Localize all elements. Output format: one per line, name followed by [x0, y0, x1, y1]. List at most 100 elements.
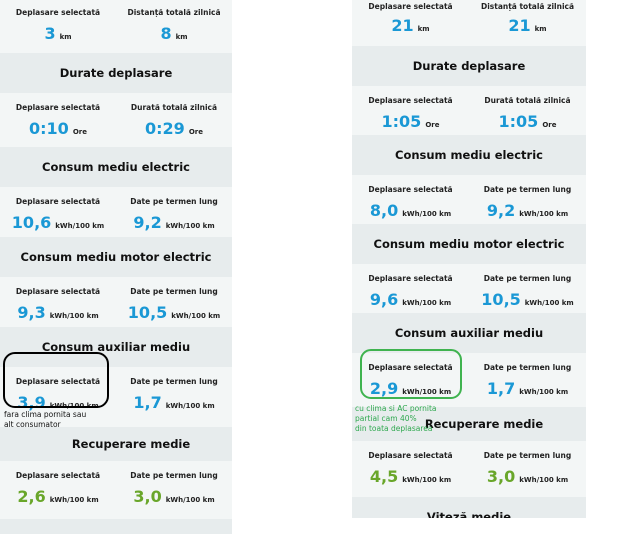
daily-total-duration-value: 1:05 — [498, 112, 539, 131]
section-electric-consumption: Deplasare selectată 10,6 kWh/100 km Date … — [0, 187, 232, 237]
section-header-average-speed: Viteză medie — [352, 497, 586, 518]
trip-stats-panel-right: Deplasare selectată 21 km Distanță totală… — [352, 0, 586, 518]
selected-trip-label: Deplasare selectată — [15, 471, 101, 480]
long-term-label: Date pe termen lung — [483, 363, 572, 372]
section-recuperation: Deplasare selectată 4,5 kWh/100 km Date p… — [352, 441, 586, 497]
section-header-recuperation: Recuperare medie — [0, 427, 232, 461]
long-term-motor-value: 10,5 — [481, 290, 521, 309]
annotation-highlight-box-left — [3, 352, 109, 408]
long-term-label: Date pe termen lung — [483, 185, 572, 194]
section-header-recuperation: Recuperare medie — [352, 407, 586, 441]
selected-trip-label: Deplasare selectată — [368, 185, 453, 194]
unit-label: kWh/100 km — [402, 210, 452, 218]
section-distance: Deplasare selectată 3 km Distanță totală … — [0, 0, 232, 53]
section-header-auxiliary-consumption: Consum auxiliar mediu — [0, 327, 232, 367]
unit-label: Ore — [188, 128, 203, 136]
unit-label: km — [59, 33, 72, 41]
long-term-auxiliary-value: 1,7 — [133, 393, 162, 412]
daily-total-distance-value: 8 — [160, 24, 172, 43]
selected-recuperation-value: 2,6 — [17, 487, 46, 506]
selected-consumption-value: 10,6 — [11, 213, 52, 232]
selected-trip-label: Deplasare selectată — [15, 8, 101, 17]
long-term-label: Date pe termen lung — [130, 197, 218, 206]
section-header-average-speed: Viteză medie — [0, 519, 232, 534]
annotation-note-line: din toata deplasarea — [355, 424, 433, 433]
long-term-motor-value: 10,5 — [127, 303, 168, 322]
unit-label: kWh/100 km — [519, 388, 569, 396]
annotation-note-line: fara clima pornita sau — [4, 410, 87, 419]
unit-label: kWh/100 km — [402, 299, 452, 307]
section-recuperation: Deplasare selectată 2,6 kWh/100 km Date p… — [0, 461, 232, 519]
unit-label: Ore — [425, 121, 440, 129]
selected-trip-label: Deplasare selectată — [368, 451, 453, 460]
section-header-motor-consumption: Consum mediu motor electric — [0, 237, 232, 277]
selected-trip-label: Deplasare selectată — [368, 363, 453, 372]
unit-label: kWh/100 km — [402, 388, 452, 396]
selected-trip-label: Deplasare selectată — [368, 2, 453, 11]
unit-label: kWh/100 km — [165, 222, 215, 230]
selected-distance-value: 21 — [391, 16, 414, 35]
unit-label: kWh/100 km — [55, 222, 105, 230]
selected-recuperation-value: 4,5 — [369, 467, 399, 486]
section-durations: Deplasare selectată 1:05 Ore Durată total… — [352, 86, 586, 135]
long-term-auxiliary-value: 1,7 — [486, 379, 516, 398]
daily-total-duration-label: Durată totală zilnică — [130, 103, 218, 112]
section-header-motor-consumption: Consum mediu motor electric — [352, 224, 586, 264]
selected-trip-label: Deplasare selectată — [15, 197, 101, 206]
long-term-recuperation-value: 3,0 — [486, 467, 516, 486]
unit-label: Ore — [542, 121, 557, 129]
selected-motor-value: 9,3 — [17, 303, 46, 322]
unit-label: km — [534, 25, 547, 33]
long-term-label: Date pe termen lung — [483, 274, 572, 283]
selected-motor-value: 9,6 — [369, 290, 399, 309]
unit-label: km — [417, 25, 430, 33]
selected-auxiliary-value: 2,9 — [369, 379, 399, 398]
daily-total-distance-value: 21 — [508, 16, 531, 35]
section-header-durations: Durate deplasare — [352, 46, 586, 86]
selected-trip-label: Deplasare selectată — [15, 287, 101, 296]
annotation-note-line: cu clima si AC pornita — [355, 404, 437, 413]
unit-label: kWh/100 km — [171, 312, 221, 320]
selected-trip-label: Deplasare selectată — [368, 274, 453, 283]
annotation-note-line: partial cam 40% — [355, 414, 417, 423]
section-distance: Deplasare selectată 21 km Distanță totală… — [352, 0, 586, 46]
unit-label: km — [175, 33, 188, 41]
unit-label: kWh/100 km — [49, 496, 99, 504]
unit-label: kWh/100 km — [402, 476, 452, 484]
section-header-auxiliary-consumption: Consum auxiliar mediu — [352, 313, 586, 353]
annotation-highlight-box-right — [360, 349, 462, 399]
selected-duration-value: 1:05 — [381, 112, 422, 131]
section-durations: Deplasare selectată 0:10 Ore Durată total… — [0, 93, 232, 147]
section-motor-consumption: Deplasare selectată 9,6 kWh/100 km Date p… — [352, 264, 586, 313]
selected-duration-value: 0:10 — [29, 119, 69, 138]
annotation-note-right: cu clima si AC pornita partial cam 40% d… — [355, 404, 437, 434]
long-term-label: Date pe termen lung — [130, 287, 218, 296]
annotation-note-line: alt consumator — [4, 420, 61, 429]
unit-label: kWh/100 km — [519, 210, 569, 218]
selected-trip-label: Deplasare selectată — [368, 96, 453, 105]
trip-stats-panel-left: Deplasare selectată 3 km Distanță totală … — [0, 0, 232, 534]
long-term-label: Date pe termen lung — [130, 471, 218, 480]
section-motor-consumption: Deplasare selectată 9,3 kWh/100 km Date p… — [0, 277, 232, 327]
daily-total-distance-label: Distanță totală zilnică — [480, 2, 575, 11]
long-term-consumption-value: 9,2 — [486, 201, 516, 220]
section-electric-consumption: Deplasare selectată 8,0 kWh/100 km Date p… — [352, 175, 586, 224]
selected-trip-label: Deplasare selectată — [15, 103, 101, 112]
section-header-electric-consumption: Consum mediu electric — [0, 147, 232, 187]
long-term-label: Date pe termen lung — [130, 377, 218, 386]
long-term-recuperation-value: 3,0 — [133, 487, 162, 506]
unit-label: kWh/100 km — [165, 496, 215, 504]
unit-label: kWh/100 km — [49, 312, 99, 320]
unit-label: kWh/100 km — [165, 402, 215, 410]
selected-distance-value: 3 — [44, 24, 56, 43]
unit-label: Ore — [72, 128, 87, 136]
unit-label: kWh/100 km — [519, 476, 569, 484]
annotation-note-left: fara clima pornita sau alt consumator — [4, 410, 86, 430]
selected-consumption-value: 8,0 — [369, 201, 399, 220]
selected-trip-label: Deplasare selectată — [15, 377, 101, 386]
unit-label: kWh/100 km — [524, 299, 574, 307]
long-term-label: Date pe termen lung — [483, 451, 572, 460]
daily-total-duration-value: 0:29 — [145, 119, 185, 138]
daily-total-duration-label: Durată totală zilnică — [484, 96, 571, 105]
long-term-consumption-value: 9,2 — [133, 213, 162, 232]
